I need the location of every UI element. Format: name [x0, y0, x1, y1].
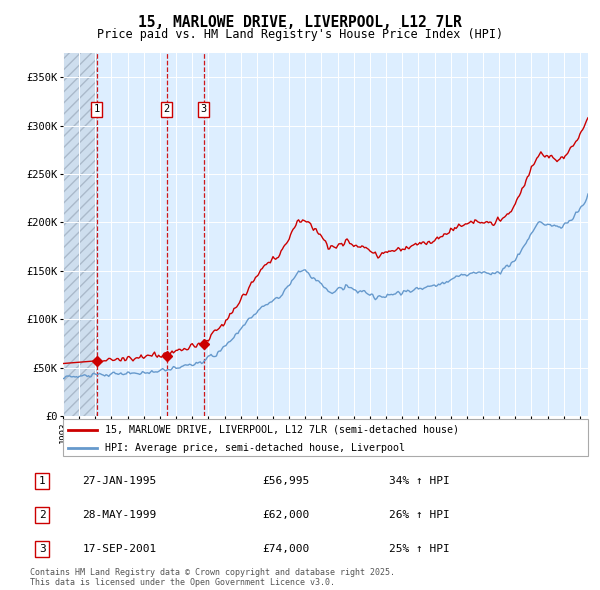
FancyBboxPatch shape: [63, 419, 588, 456]
Bar: [63, 53, 97, 416]
Text: 3: 3: [39, 544, 46, 554]
Text: 3: 3: [200, 104, 207, 114]
Text: 2: 2: [163, 104, 170, 114]
Text: £56,995: £56,995: [262, 476, 309, 486]
Text: 15, MARLOWE DRIVE, LIVERPOOL, L12 7LR (semi-detached house): 15, MARLOWE DRIVE, LIVERPOOL, L12 7LR (s…: [105, 425, 459, 435]
Text: 34% ↑ HPI: 34% ↑ HPI: [389, 476, 449, 486]
Text: £74,000: £74,000: [262, 544, 309, 554]
Text: 27-JAN-1995: 27-JAN-1995: [82, 476, 157, 486]
Text: 1: 1: [39, 476, 46, 486]
Text: 26% ↑ HPI: 26% ↑ HPI: [389, 510, 449, 520]
Text: 17-SEP-2001: 17-SEP-2001: [82, 544, 157, 554]
Text: 2: 2: [39, 510, 46, 520]
Text: 15, MARLOWE DRIVE, LIVERPOOL, L12 7LR: 15, MARLOWE DRIVE, LIVERPOOL, L12 7LR: [138, 15, 462, 30]
Text: HPI: Average price, semi-detached house, Liverpool: HPI: Average price, semi-detached house,…: [105, 443, 405, 453]
Text: 28-MAY-1999: 28-MAY-1999: [82, 510, 157, 520]
Text: Contains HM Land Registry data © Crown copyright and database right 2025.
This d: Contains HM Land Registry data © Crown c…: [30, 568, 395, 587]
Text: Price paid vs. HM Land Registry's House Price Index (HPI): Price paid vs. HM Land Registry's House …: [97, 28, 503, 41]
Text: 25% ↑ HPI: 25% ↑ HPI: [389, 544, 449, 554]
Text: £62,000: £62,000: [262, 510, 309, 520]
Text: 1: 1: [94, 104, 100, 114]
